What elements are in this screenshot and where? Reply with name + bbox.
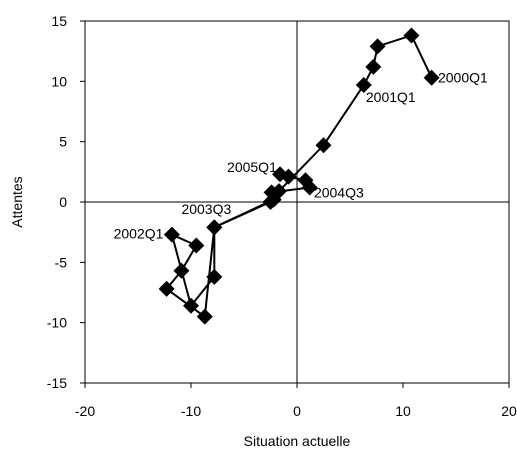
data-point-marker <box>173 262 190 279</box>
data-point-marker <box>262 194 279 210</box>
data-point-marker <box>158 280 175 297</box>
x-tick-label: 10 <box>395 403 411 419</box>
x-tick-label: 0 <box>293 403 301 419</box>
x-tick-label: -10 <box>181 403 201 419</box>
series-markers <box>158 27 440 325</box>
point-annotation: 2003Q3 <box>181 201 231 217</box>
x-tick-label: -20 <box>75 403 95 419</box>
y-tick-label: 10 <box>51 73 67 89</box>
x-axis-ticks: -20 -10 0 10 20 <box>75 383 517 419</box>
data-point-marker <box>272 166 289 183</box>
data-point-marker <box>163 226 180 243</box>
point-annotation: 2005Q1 <box>227 159 277 175</box>
y-axis-label: Attentes <box>9 176 25 227</box>
y-tick-label: -5 <box>55 254 68 270</box>
point-annotation: 2004Q3 <box>314 184 364 200</box>
data-point-marker <box>315 137 332 154</box>
data-point-marker <box>355 76 372 93</box>
y-tick-label: 0 <box>59 194 67 210</box>
data-point-marker <box>183 297 199 314</box>
point-annotation: 2002Q1 <box>114 225 164 241</box>
data-point-marker <box>365 58 382 75</box>
data-point-marker <box>263 184 280 201</box>
data-point-marker <box>403 27 420 44</box>
y-axis-ticks: -15 -10 -5 0 5 10 15 <box>47 13 85 391</box>
data-point-marker <box>297 172 314 189</box>
y-tick-label: -10 <box>47 315 67 331</box>
data-point-marker <box>206 219 223 236</box>
point-annotation: 2000Q1 <box>438 70 488 86</box>
y-tick-label: 5 <box>59 134 67 150</box>
point-annotation: 2001Q1 <box>366 89 416 105</box>
annotations: 2000Q1 2001Q1 2005Q1 2004Q3 2003Q3 2002Q1 <box>114 70 488 242</box>
data-point-marker <box>423 69 440 86</box>
series-line <box>165 34 433 319</box>
y-tick-label: -15 <box>47 375 67 391</box>
data-point-marker <box>369 38 386 55</box>
data-point-marker <box>188 237 205 254</box>
data-point-marker <box>206 268 223 285</box>
x-tick-label: 20 <box>501 403 517 419</box>
x-axis-label: Situation actuelle <box>244 433 351 449</box>
data-point-marker <box>196 308 213 325</box>
y-tick-label: 15 <box>51 13 67 29</box>
